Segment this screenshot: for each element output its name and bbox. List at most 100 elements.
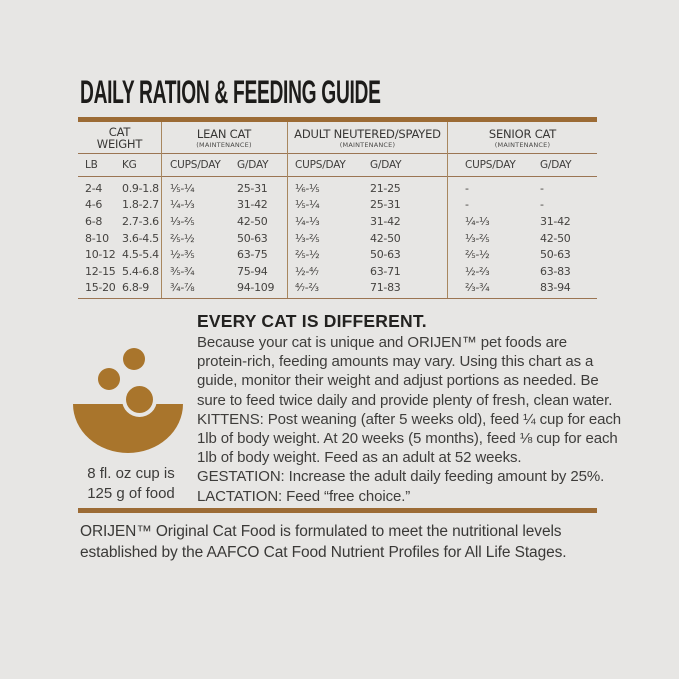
table-cell: ⅙-⅕: [295, 181, 320, 195]
table-row: 10-12 4.5-5.4 ½-⅗ 63-75 ⅖-½ 50-63 ⅖-½ 50-63: [78, 246, 597, 263]
table-cell: 83-94: [540, 281, 571, 295]
table-cell: 5.4-6.8: [122, 264, 159, 278]
table-cell: 6.8-9: [122, 281, 149, 295]
kibble-circle: [98, 368, 120, 390]
group-title: SENIOR CAT: [488, 126, 557, 141]
table-cell: ½-⁴⁄₇: [295, 264, 319, 278]
bowl-shape: [73, 404, 183, 453]
feeding-table-body: 2-4 0.9-1.8 ⅕-¼ 25-31 ⅙-⅕ 21-25 - - 4-6 1.8-2.7 ¼-…: [78, 177, 597, 298]
group-subtitle: (MAINTENANCE): [494, 140, 551, 149]
group-subtitle: (MAINTENANCE): [196, 140, 252, 149]
table-row: 15-20 6.8-9 ¾-⅞ 94-109 ⁴⁄₇-⅔ 71-83 ⅔-¾ 83-94: [78, 280, 597, 297]
cup-measure-note: 8 fl. oz cup is 125 g of food: [87, 465, 175, 502]
table-cell: 50-63: [370, 248, 401, 262]
group-header-adult-neutered-spayed: ADULT NEUTERED/SPAYED (MAINTENANCE): [287, 124, 448, 152]
info-text: Because your cat is unique and ORIJEN™ p…: [197, 334, 622, 505]
table-row: 12-15 5.4-6.8 ⅗-¾ 75-94 ½-⁴⁄₇ 63-71 ½-⅔ 63-83: [78, 263, 597, 280]
col-header-g-day: G/DAY: [237, 159, 269, 171]
table-cell: 6-8: [85, 214, 103, 228]
table-cell: ⁴⁄₇-⅔: [295, 281, 319, 295]
table-cell: 3.6-4.5: [122, 231, 159, 245]
table-cell: 25-31: [370, 198, 401, 212]
table-cell: 31-42: [540, 214, 571, 228]
table-cell: 42-50: [540, 231, 571, 245]
table-cell: ⅔-¾: [465, 281, 490, 295]
table-cell: 12-15: [85, 264, 116, 278]
footer-divider-rule: [78, 508, 597, 513]
table-cell: ¼-⅓: [170, 198, 195, 212]
table-cell: 71-83: [370, 281, 401, 295]
table-cell: -: [540, 198, 544, 212]
group-title: LEAN CAT: [196, 126, 252, 141]
col-header-cups-day: CUPS/DAY: [465, 159, 516, 171]
kibble-circle: [123, 348, 145, 370]
table-cell: ½-⅔: [465, 264, 490, 278]
info-heading: EVERY CAT IS DIFFERENT.: [197, 311, 427, 331]
table-cell: ⅕-¼: [170, 181, 195, 195]
table-cell: -: [540, 181, 544, 195]
col-header-g-day: G/DAY: [540, 159, 572, 171]
table-column-divider: [287, 122, 288, 298]
table-row: 8-10 3.6-4.5 ⅖-½ 50-63 ⅓-⅖ 42-50 ⅓-⅖ 42-50: [78, 230, 597, 247]
table-cell: ⅓-⅖: [295, 231, 320, 245]
table-cell: 63-71: [370, 264, 401, 278]
table-cell: 2-4: [85, 181, 103, 195]
table-cell: ⅖-½: [465, 248, 490, 262]
table-cell: 21-25: [370, 181, 401, 195]
table-column-header-row: LB KG CUPS/DAY G/DAY CUPS/DAY G/DAY CUPS…: [78, 154, 597, 176]
col-header-cups-day: CUPS/DAY: [295, 159, 346, 171]
table-cell: 75-94: [237, 264, 268, 278]
table-cell: 4-6: [85, 198, 103, 212]
group-title: CAT WEIGHT: [96, 124, 143, 151]
table-cell: 10-12: [85, 248, 116, 262]
table-cell: 42-50: [237, 214, 268, 228]
table-cell: 4.5-5.4: [122, 248, 159, 262]
table-cell: 2.7-3.6: [122, 214, 159, 228]
kibble-circle: [126, 386, 153, 413]
table-row: 2-4 0.9-1.8 ⅕-¼ 25-31 ⅙-⅕ 21-25 - -: [78, 180, 597, 197]
table-row: 6-8 2.7-3.6 ⅓-⅖ 42-50 ¼-⅓ 31-42 ¼-⅓ 31-42: [78, 213, 597, 230]
table-cell: 42-50: [370, 231, 401, 245]
table-cell: 63-75: [237, 248, 268, 262]
table-cell: ¼-⅓: [295, 214, 320, 228]
group-header-senior-cat: SENIOR CAT (MAINTENANCE): [448, 124, 597, 152]
table-cell: 63-83: [540, 264, 571, 278]
table-cell: 25-31: [237, 181, 268, 195]
table-cell: 50-63: [237, 231, 268, 245]
table-cell: ¼-⅓: [465, 214, 490, 228]
table-cell: 15-20: [85, 281, 116, 295]
table-cell: 8-10: [85, 231, 109, 245]
table-cell: 50-63: [540, 248, 571, 262]
table-group-header-row: CAT WEIGHT LEAN CAT (MAINTENANCE) ADULT …: [78, 124, 597, 152]
table-rule: [78, 153, 597, 154]
table-cell: 31-42: [370, 214, 401, 228]
table-cell: 0.9-1.8: [122, 181, 159, 195]
table-column-divider: [447, 122, 448, 298]
table-top-rule: [78, 117, 597, 122]
aafco-statement: ORIJEN™ Original Cat Food is formulated …: [80, 523, 567, 561]
table-cell: ⅖-½: [295, 248, 320, 262]
table-cell: ⅖-½: [170, 231, 195, 245]
col-header-g-day: G/DAY: [370, 159, 402, 171]
table-rule: [78, 176, 597, 177]
group-header-lean-cat: LEAN CAT (MAINTENANCE): [161, 124, 287, 152]
table-cell: ⅕-¼: [295, 198, 320, 212]
table-cell: ½-⅗: [170, 248, 195, 262]
table-cell: ⅗-¾: [170, 264, 195, 278]
page-title: DAILY RATION & FEEDING GUIDE: [80, 74, 381, 110]
table-cell: 1.8-2.7: [122, 198, 159, 212]
table-bottom-rule: [78, 298, 597, 299]
table-cell: 31-42: [237, 198, 268, 212]
table-cell: ⅓-⅖: [170, 214, 195, 228]
group-subtitle: (MAINTENANCE): [339, 140, 396, 149]
table-row: 4-6 1.8-2.7 ¼-⅓ 31-42 ⅕-¼ 25-31 - -: [78, 197, 597, 214]
group-title: ADULT NEUTERED/SPAYED: [294, 126, 441, 141]
table-cell: ⅓-⅖: [465, 231, 490, 245]
table-cell: ¾-⅞: [170, 281, 195, 295]
table-cell: 94-109: [237, 281, 275, 295]
table-cell: -: [465, 181, 469, 195]
table-column-divider: [161, 122, 162, 298]
col-header-kg: KG: [122, 159, 137, 171]
group-header-cat-weight: CAT WEIGHT: [78, 124, 161, 152]
